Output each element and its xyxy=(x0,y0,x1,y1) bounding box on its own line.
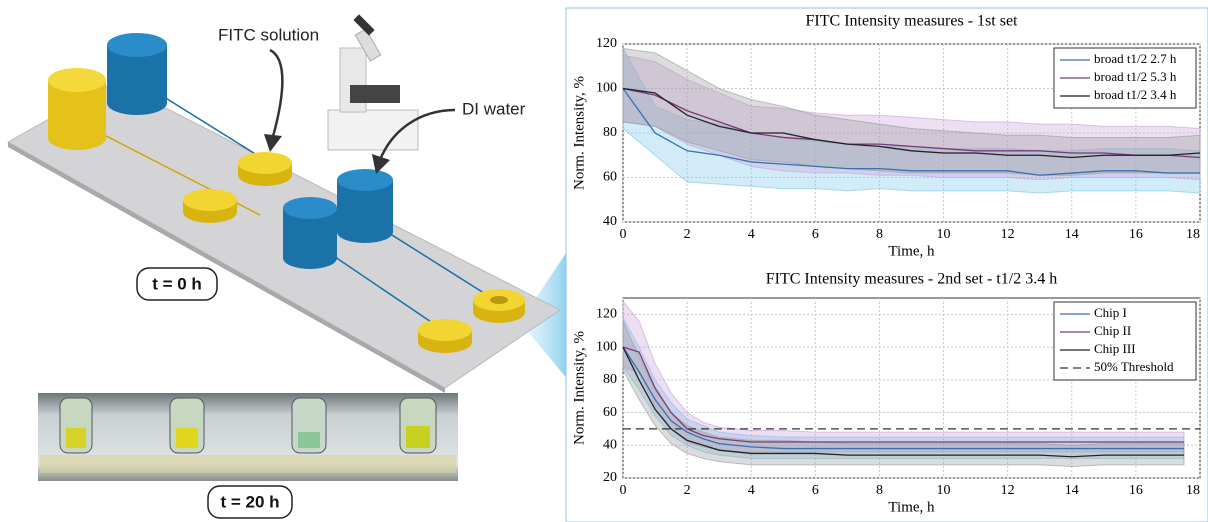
y-tick-label: 80 xyxy=(603,125,617,140)
y-tick-label: 20 xyxy=(603,470,617,485)
x-tick-label: 12 xyxy=(1001,483,1015,498)
y-tick-label: 80 xyxy=(603,372,617,387)
x-tick-label: 14 xyxy=(1065,483,1079,498)
x-tick-label: 18 xyxy=(1186,227,1200,242)
y-tick-label: 40 xyxy=(603,437,617,452)
x-tick-label: 10 xyxy=(937,227,951,242)
label-t0: t = 0 h xyxy=(152,274,202,293)
legend-label: broad t1/2 3.4 h xyxy=(1094,87,1177,102)
y-tick-label: 120 xyxy=(596,36,617,51)
arrow xyxy=(270,50,282,140)
chart-title: FITC Intensity measures - 2nd set - t1/2… xyxy=(766,271,1058,288)
x-tick-label: 0 xyxy=(620,483,627,498)
microscope-icon xyxy=(328,14,418,150)
y-axis-label: Norm. Intensity, % xyxy=(571,331,587,445)
x-axis-label: Time, h xyxy=(888,243,935,259)
legend-label: broad t1/2 5.3 h xyxy=(1094,69,1177,84)
x-tick-label: 16 xyxy=(1129,227,1143,242)
x-tick-label: 16 xyxy=(1129,483,1143,498)
x-tick-label: 8 xyxy=(876,483,883,498)
x-tick-label: 2 xyxy=(684,227,691,242)
label-t20: t = 20 h xyxy=(220,492,279,511)
x-tick-label: 6 xyxy=(812,483,819,498)
y-tick-label: 100 xyxy=(596,339,617,354)
x-tick-label: 0 xyxy=(620,227,627,242)
x-tick-label: 10 xyxy=(937,483,951,498)
x-axis-label: Time, h xyxy=(888,499,935,515)
y-tick-label: 60 xyxy=(603,170,617,185)
x-tick-label: 2 xyxy=(684,483,691,498)
chart-title: FITC Intensity measures - 1st set xyxy=(806,13,1019,30)
arrowhead xyxy=(264,134,282,152)
x-tick-label: 18 xyxy=(1186,483,1200,498)
x-tick-label: 4 xyxy=(748,483,755,498)
label-fitc: FITC solution xyxy=(218,25,319,44)
x-tick-label: 12 xyxy=(1001,227,1015,242)
x-tick-label: 4 xyxy=(748,227,755,242)
label-water: DI water xyxy=(462,99,526,118)
y-tick-label: 60 xyxy=(603,405,617,420)
y-tick-label: 100 xyxy=(596,81,617,96)
x-tick-label: 6 xyxy=(812,227,819,242)
x-tick-label: 14 xyxy=(1065,227,1079,242)
legend-label: Chip I xyxy=(1094,305,1127,320)
legend-label: Chip III xyxy=(1094,341,1136,356)
figure: FITC solution DI water t = 0 h t = 20 h … xyxy=(0,0,1208,522)
y-axis-label: Norm. Intensity, % xyxy=(571,76,587,190)
figure-canvas: FITC solution DI water t = 0 h t = 20 h … xyxy=(0,0,1208,522)
legend-label: 50% Threshold xyxy=(1094,359,1174,374)
x-tick-label: 8 xyxy=(876,227,883,242)
legend-label: Chip II xyxy=(1094,323,1131,338)
y-tick-label: 40 xyxy=(603,214,617,229)
y-tick-label: 120 xyxy=(596,307,617,322)
legend-label: broad t1/2 2.7 h xyxy=(1094,51,1177,66)
